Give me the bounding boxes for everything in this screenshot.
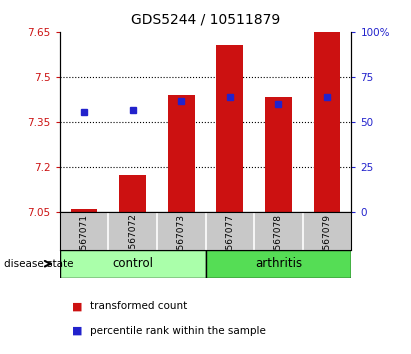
Text: GSM567071: GSM567071 xyxy=(79,213,88,269)
Text: GDS5244 / 10511879: GDS5244 / 10511879 xyxy=(131,12,280,27)
Bar xyxy=(314,32,340,212)
FancyBboxPatch shape xyxy=(206,250,351,278)
Text: GSM567079: GSM567079 xyxy=(323,213,332,269)
Text: transformed count: transformed count xyxy=(90,301,188,311)
Text: disease state: disease state xyxy=(4,259,74,269)
Text: ■: ■ xyxy=(72,301,83,311)
Bar xyxy=(265,97,292,212)
Bar xyxy=(71,210,97,212)
Bar xyxy=(217,45,243,212)
Text: ■: ■ xyxy=(72,326,83,336)
Bar xyxy=(168,95,194,212)
Text: GSM567077: GSM567077 xyxy=(225,213,234,269)
Text: percentile rank within the sample: percentile rank within the sample xyxy=(90,326,266,336)
FancyBboxPatch shape xyxy=(60,250,206,278)
Text: GSM567078: GSM567078 xyxy=(274,213,283,269)
Text: GSM567072: GSM567072 xyxy=(128,213,137,268)
Text: control: control xyxy=(112,257,153,270)
Text: arthritis: arthritis xyxy=(255,257,302,270)
Bar xyxy=(119,175,146,212)
Text: GSM567073: GSM567073 xyxy=(177,213,186,269)
